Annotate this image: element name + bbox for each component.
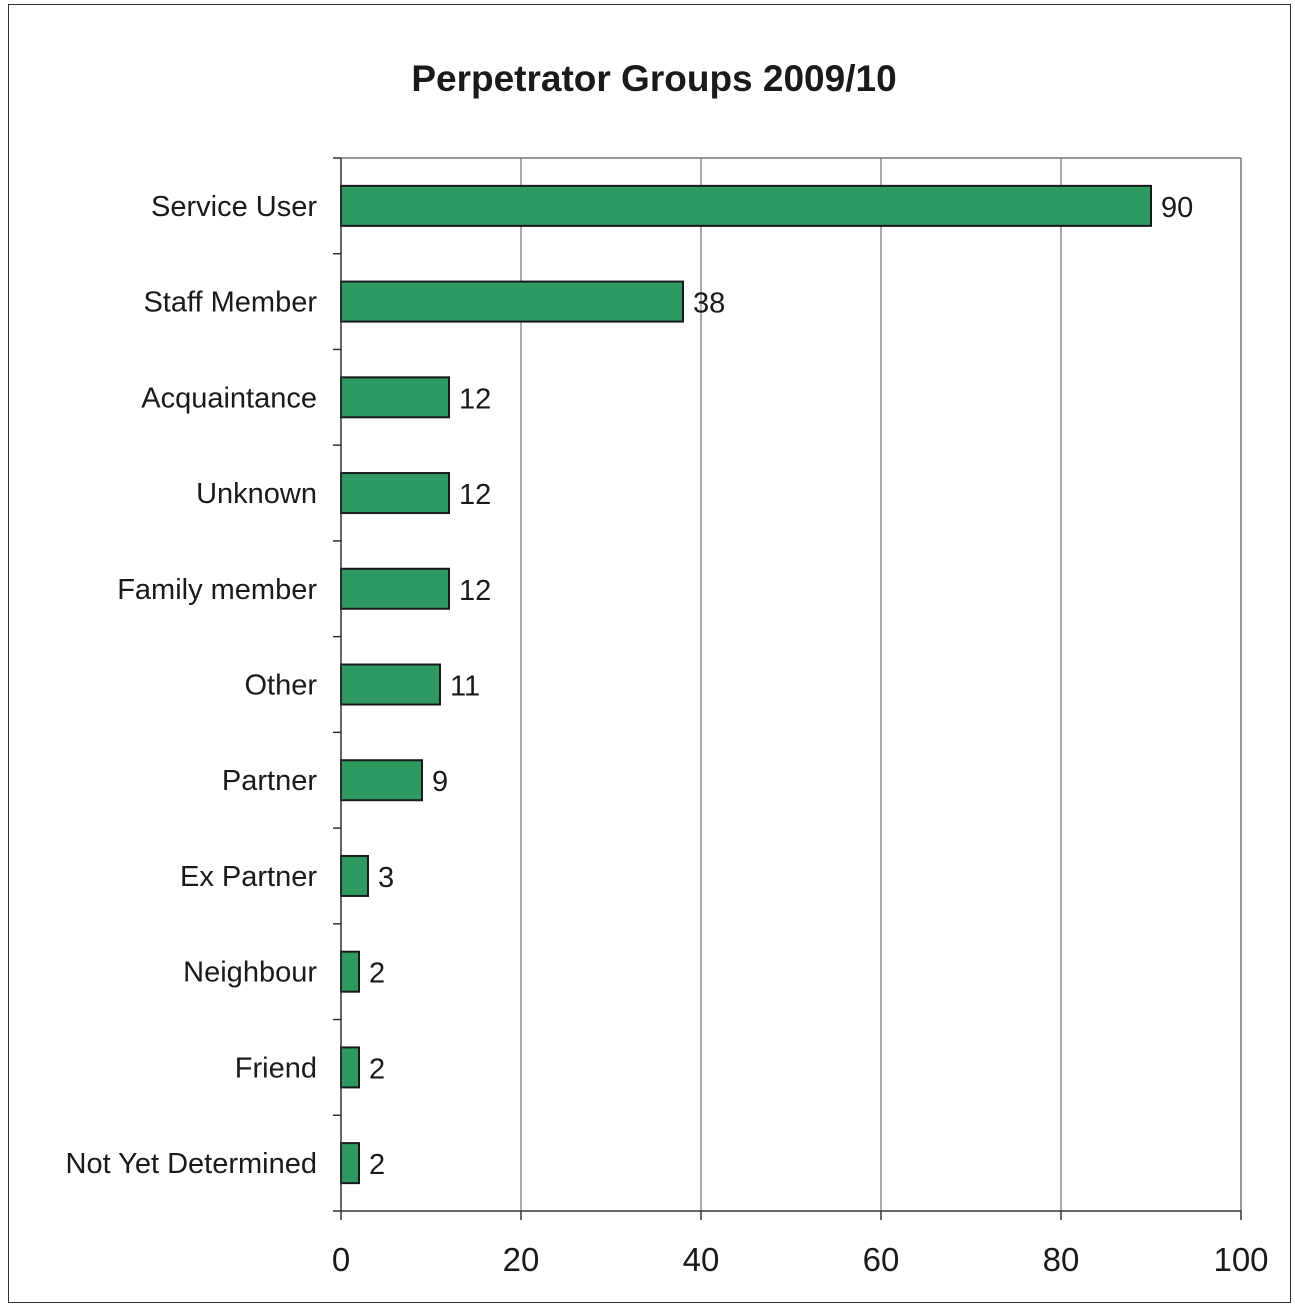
- x-tick-label: 80: [1043, 1241, 1080, 1278]
- category-label: Not Yet Determined: [66, 1148, 317, 1180]
- category-label: Other: [244, 670, 317, 702]
- category-label: Service User: [151, 191, 317, 223]
- data-label: 2: [369, 1149, 385, 1181]
- data-label: 12: [459, 479, 491, 511]
- category-label: Neighbour: [183, 957, 317, 989]
- category-label: Acquaintance: [141, 382, 317, 414]
- category-label: Partner: [222, 765, 317, 797]
- data-label: 12: [459, 383, 491, 415]
- bar: [340, 472, 450, 515]
- bar: [340, 759, 423, 802]
- bar-chart: Perpetrator Groups 2009/10 0 20 40 60 80 100 S…: [66, 58, 1269, 1278]
- x-tick-label: 0: [332, 1241, 350, 1278]
- x-tick-label: 40: [683, 1241, 720, 1278]
- bar: [340, 1142, 360, 1185]
- category-label: Ex Partner: [180, 861, 317, 893]
- chart-title: Perpetrator Groups 2009/10: [411, 58, 896, 99]
- bar: [340, 567, 450, 610]
- x-tick-label: 100: [1213, 1241, 1268, 1278]
- data-label: 3: [378, 862, 394, 894]
- data-label: 12: [459, 575, 491, 607]
- bar: [340, 854, 369, 897]
- bar: [340, 950, 360, 993]
- data-label: 38: [693, 288, 725, 320]
- bar: [340, 1046, 360, 1089]
- category-label: Family member: [117, 574, 317, 606]
- bar: [340, 280, 684, 323]
- x-tick-label: 20: [503, 1241, 540, 1278]
- bar: [340, 184, 1152, 227]
- bar: [340, 376, 450, 419]
- chart-frame: Perpetrator Groups 2009/10 0 20 40 60 80 100 S…: [8, 4, 1291, 1303]
- data-label: 11: [450, 671, 480, 703]
- labels: 0 20 40 60 80 100 Service User 90 Staff Member 38…: [66, 191, 1269, 1278]
- bar: [340, 663, 441, 706]
- data-label: 2: [369, 1053, 385, 1085]
- category-label: Unknown: [196, 478, 317, 510]
- data-label: 90: [1161, 192, 1193, 224]
- axes: [333, 157, 1242, 1220]
- data-label: 9: [432, 766, 448, 798]
- data-label: 2: [369, 958, 385, 990]
- category-label: Friend: [235, 1052, 317, 1084]
- x-tick-label: 60: [863, 1241, 900, 1278]
- category-label: Staff Member: [143, 287, 317, 319]
